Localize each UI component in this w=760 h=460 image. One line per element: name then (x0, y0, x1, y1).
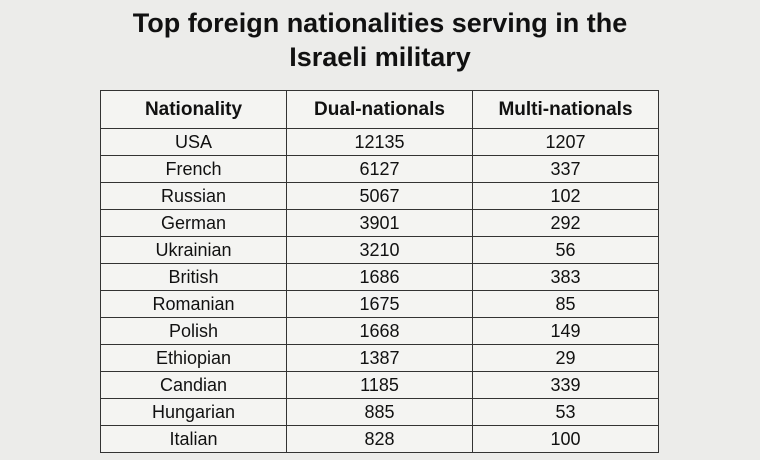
table-cell: 885 (286, 398, 473, 426)
table-cell: 56 (472, 236, 659, 264)
header-row: Nationality Dual-nationals Multi-nationals (100, 90, 659, 129)
table-row: Candian 1185 339 (100, 371, 659, 399)
title: Top foreign nationalities serving in the… (132, 8, 628, 72)
data-table: Nationality Dual-nationals Multi-nationals… (100, 90, 659, 453)
table-cell: 12135 (286, 128, 473, 156)
table-cell: USA (100, 128, 287, 156)
title-block: Top foreign nationalities serving in the… (0, 6, 760, 74)
table-row: German 3901 292 (100, 209, 659, 237)
table-head: Nationality Dual-nationals Multi-nationals (100, 90, 659, 129)
table-cell: 339 (472, 371, 659, 399)
table-row: USA 12135 1207 (100, 128, 659, 156)
table-row: Romanian 1675 85 (100, 290, 659, 318)
table-cell: 5067 (286, 182, 473, 210)
table-row: Italian 828 100 (100, 425, 659, 453)
table-cell: Italian (100, 425, 287, 453)
table-cell: Russian (100, 182, 287, 210)
table-cell: 1675 (286, 290, 473, 318)
table-cell: 383 (472, 263, 659, 291)
table-cell: 29 (472, 344, 659, 372)
table-cell: 1387 (286, 344, 473, 372)
table-cell: 149 (472, 317, 659, 345)
table-row: Russian 5067 102 (100, 182, 659, 210)
table-cell: German (100, 209, 287, 237)
table-cell: 1686 (286, 263, 473, 291)
table-cell: 3901 (286, 209, 473, 237)
table-cell: British (100, 263, 287, 291)
table-cell: Ethiopian (100, 344, 287, 372)
table-cell: 337 (472, 155, 659, 183)
table-cell: 292 (472, 209, 659, 237)
table-cell: 828 (286, 425, 473, 453)
table-cell: 53 (472, 398, 659, 426)
table-cell: 85 (472, 290, 659, 318)
table-cell: 100 (472, 425, 659, 453)
table-cell: French (100, 155, 287, 183)
table-cell: 6127 (286, 155, 473, 183)
table-cell: 3210 (286, 236, 473, 264)
table-row: Hungarian 885 53 (100, 398, 659, 426)
table-cell: 1668 (286, 317, 473, 345)
table-cell: Candian (100, 371, 287, 399)
column-header: Multi-nationals (472, 90, 659, 129)
table-cell: Ukrainian (100, 236, 287, 264)
column-header: Nationality (100, 90, 287, 129)
table-row: Polish 1668 149 (100, 317, 659, 345)
table-cell: 1185 (286, 371, 473, 399)
table-row: Ukrainian 3210 56 (100, 236, 659, 264)
column-header: Dual-nationals (286, 90, 473, 129)
table-row: British 1686 383 (100, 263, 659, 291)
table-body: USA 12135 1207 French 6127 337 Russian 5067 102 G… (100, 128, 659, 453)
table-cell: 1207 (472, 128, 659, 156)
table-row: Ethiopian 1387 29 (100, 344, 659, 372)
table-cell: Polish (100, 317, 287, 345)
table-row: French 6127 337 (100, 155, 659, 183)
table-cell: 102 (472, 182, 659, 210)
table-cell: Romanian (100, 290, 287, 318)
table-cell: Hungarian (100, 398, 287, 426)
